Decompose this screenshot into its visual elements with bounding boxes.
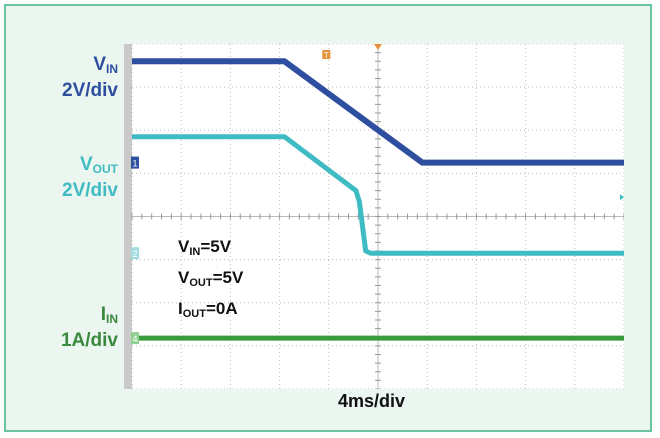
channel-2-marker: 2 xyxy=(131,247,139,260)
trigger-level-marker xyxy=(620,194,624,201)
trigger-position-marker xyxy=(374,44,382,50)
condition-vin: VIN=5V xyxy=(178,237,232,258)
time-scale-label: 4ms/div xyxy=(338,391,406,411)
markers: 1 2 4 T xyxy=(131,44,624,345)
trace-vout xyxy=(132,134,624,256)
svg-text:4: 4 xyxy=(132,334,137,344)
vout-channel-label: VOUT xyxy=(79,154,118,176)
figure-frame: VIN 2V/div VOUT 2V/div IIN 1A/div 1 2 4 T V… xyxy=(4,4,652,432)
iin-scale-label: 1A/div xyxy=(60,330,118,351)
vout-scale-label: 2V/div xyxy=(62,180,118,201)
grid xyxy=(124,44,624,389)
channel-4-marker: 4 xyxy=(131,332,139,345)
condition-iout: IOUT=0A xyxy=(178,299,238,320)
condition-vout: VOUT=5V xyxy=(178,268,244,289)
svg-text:T: T xyxy=(324,51,329,60)
test-conditions: VIN=5V VOUT=5V IOUT=0A xyxy=(178,234,243,327)
trigger-marker: T xyxy=(322,50,331,60)
vin-channel-label: VIN xyxy=(93,54,118,76)
channel-1-marker: 1 xyxy=(131,156,139,169)
svg-text:1: 1 xyxy=(132,159,137,169)
traces xyxy=(132,58,624,341)
iin-channel-label: IIN xyxy=(100,304,118,326)
oscilloscope-screen: 1 2 4 T xyxy=(124,44,624,389)
trace-vin xyxy=(132,58,624,166)
left-strip xyxy=(124,44,132,389)
vin-scale-label: 2V/div xyxy=(62,80,118,101)
svg-text:2: 2 xyxy=(132,249,137,259)
